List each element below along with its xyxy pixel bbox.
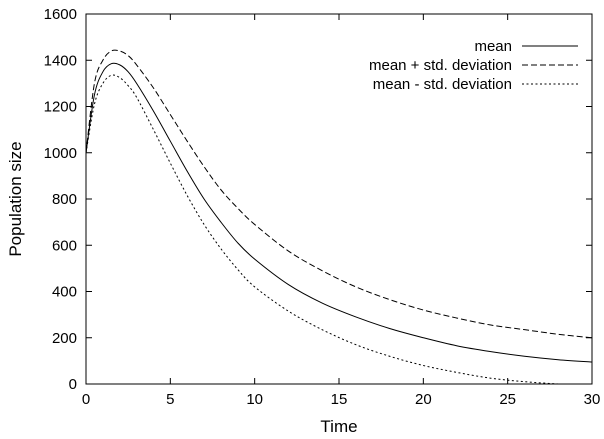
series-line-2	[86, 49, 592, 339]
y-tick-label: 800	[52, 191, 77, 208]
legend-label: mean	[474, 38, 512, 55]
y-tick-label: 600	[52, 237, 77, 254]
y-tick-label: 200	[52, 330, 77, 347]
x-tick-label: 5	[166, 391, 174, 408]
x-axis-title: Time	[320, 417, 357, 436]
y-tick-label: 400	[52, 284, 77, 301]
series-line-1	[86, 62, 592, 363]
y-tick-label: 1000	[44, 145, 77, 162]
series-line-3	[86, 74, 566, 384]
x-tick-label: 20	[415, 391, 432, 408]
y-tick-label: 0	[69, 376, 77, 393]
x-tick-label: 0	[82, 391, 90, 408]
y-tick-label: 1400	[44, 52, 77, 69]
legend-label: mean + std. deviation	[369, 57, 512, 74]
y-axis-title: Population size	[6, 141, 25, 256]
legend-label: mean - std. deviation	[373, 76, 512, 93]
x-tick-label: 10	[246, 391, 263, 408]
tick-labels: 0 5 10 15 20 25 30 0 200 400 600 800 1000 1200 1400 160…	[44, 6, 601, 408]
axis-ticks	[85, 13, 593, 385]
y-tick-label: 1200	[44, 99, 77, 116]
plot-lines	[86, 49, 592, 384]
y-tick-label: 1600	[44, 6, 77, 23]
x-tick-label: 30	[584, 391, 601, 408]
x-tick-label: 25	[499, 391, 516, 408]
x-tick-label: 15	[331, 391, 348, 408]
legend: mean mean + std. deviation mean - std. dev…	[369, 38, 578, 93]
